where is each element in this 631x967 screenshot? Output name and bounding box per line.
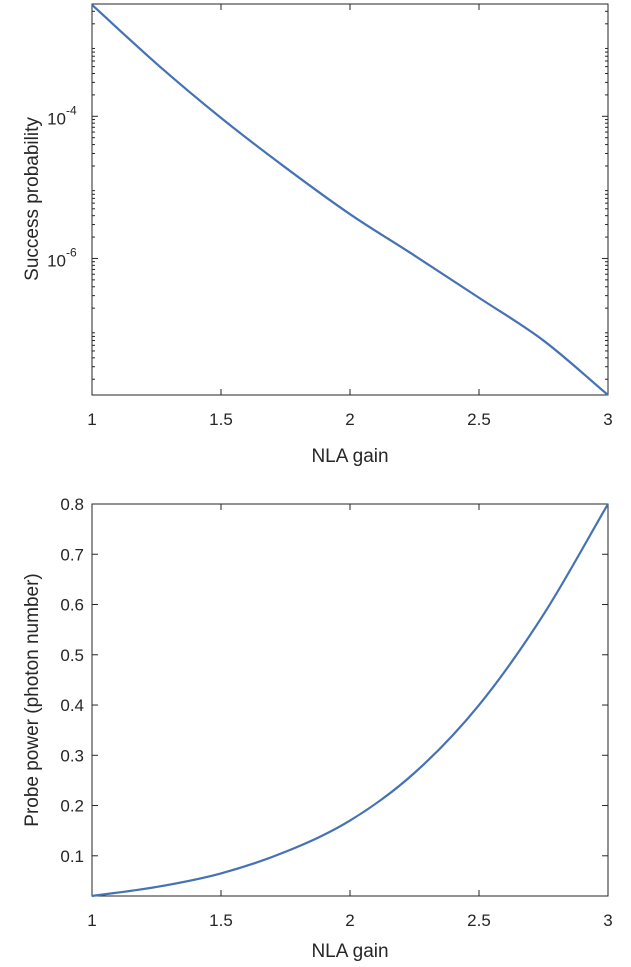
y-tick-label: 0.1 — [60, 847, 84, 866]
x-tick-label: 3 — [603, 410, 612, 429]
plot-probe-power: 1 1.5 2 2.5 3 0.1 0.2 0.3 0.4 0.5 0.6 0.7 0.8 NLA g… — [22, 495, 613, 962]
x-tick-label: 1.5 — [209, 410, 233, 429]
tick-base: 10 — [47, 109, 66, 128]
x-tick-label: 2.5 — [467, 911, 491, 930]
x-tick-label: 3 — [603, 911, 612, 930]
y-tick-label: 0.4 — [60, 696, 84, 715]
y-tick-label: 0.5 — [60, 646, 84, 665]
x-tick-label: 1 — [87, 911, 96, 930]
y-tick-label: 10 — [47, 109, 66, 128]
x-tick-label: 1 — [87, 410, 96, 429]
y-tick-label: 0.7 — [60, 545, 84, 564]
x-tick-label: 1.5 — [209, 911, 233, 930]
y-axis-label: Probe power (photon number) — [22, 573, 43, 826]
x-tick-label: 2.5 — [467, 410, 491, 429]
tick-exponent: -6 — [66, 245, 77, 259]
y-axis-label: Success probability — [22, 117, 43, 281]
tick-base: 10 — [47, 251, 66, 270]
y-tick-label: 10 — [47, 251, 66, 270]
y-minor-ticks — [92, 10, 608, 380]
y-tick-label: 0.8 — [60, 495, 84, 514]
tick-exponent: -4 — [66, 103, 77, 117]
y-tick-label: 0.3 — [60, 746, 84, 765]
x-tick-label: 2 — [345, 911, 354, 930]
series-group — [91, 4, 609, 396]
x-axis-label: NLA gain — [311, 941, 388, 962]
series-line — [91, 503, 609, 898]
y-axis: 0.1 0.2 0.3 0.4 0.5 0.6 0.7 0.8 — [60, 495, 608, 866]
x-axis-label: NLA gain — [311, 446, 388, 467]
x-axis: 1 1.5 2 2.5 3 — [87, 504, 613, 930]
y-axis: 10-410-6 — [47, 103, 608, 270]
x-axis: 1 1.5 2 2.5 3 — [87, 4, 613, 429]
series-line — [91, 4, 609, 396]
y-tick-label: 0.2 — [60, 797, 84, 816]
y-tick-label: 0.6 — [60, 596, 84, 615]
series-group — [91, 503, 609, 898]
x-tick-label: 2 — [345, 410, 354, 429]
plot-success-probability: 1 1.5 2 2.5 3 10-410-6 NLA gain Success prob… — [22, 3, 613, 467]
